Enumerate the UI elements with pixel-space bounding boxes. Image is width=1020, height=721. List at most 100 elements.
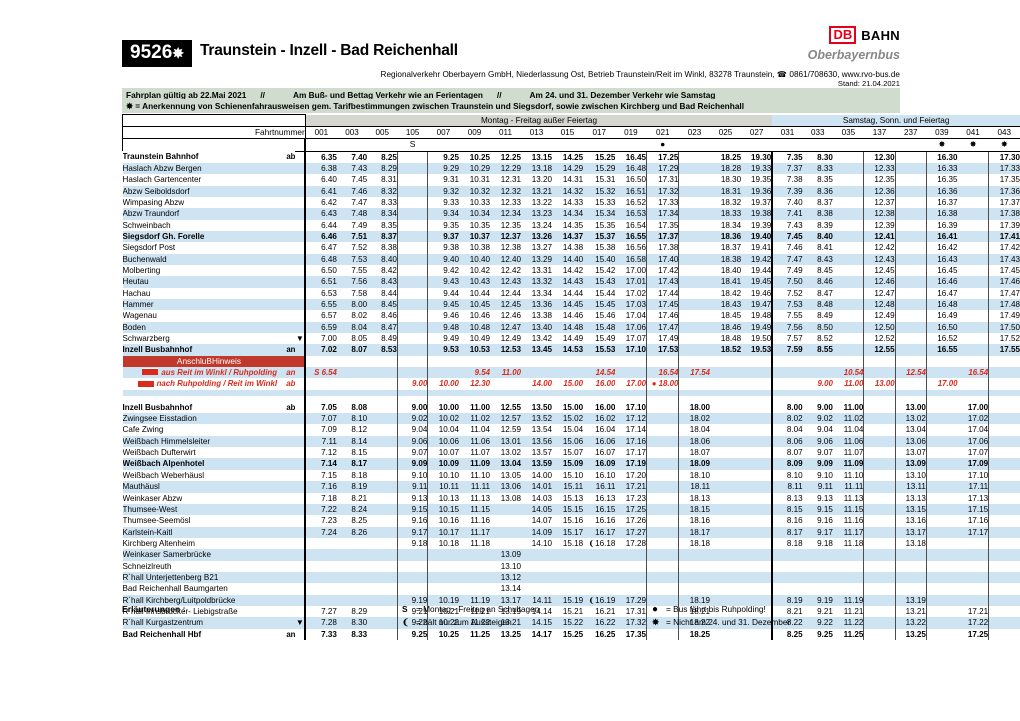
time-cell: 11.00 <box>458 401 490 414</box>
time-cell: 18.21 <box>678 605 711 618</box>
time-cell: 14.45 <box>552 299 584 311</box>
time-cell: 10.49 <box>458 333 490 345</box>
time-cell <box>741 447 773 459</box>
time-cell <box>925 560 958 572</box>
time-cell: 15.02 <box>552 413 584 425</box>
time-cell: 13.59 <box>521 458 553 470</box>
time-cell: 9.10 <box>396 469 428 482</box>
direction-arrow-icon <box>295 208 306 220</box>
time-cell <box>678 299 711 311</box>
time-cell: 12.36 <box>863 185 896 197</box>
time-cell <box>894 549 927 561</box>
time-cell: 17.42 <box>988 242 1020 254</box>
connection-time-cell: 9.00 <box>396 378 428 390</box>
time-cell <box>367 560 398 572</box>
time-cell: 13.21 <box>894 605 927 618</box>
time-cell: 16.49 <box>925 310 958 322</box>
time-cell: 10.38 <box>458 242 490 254</box>
time-cell <box>741 571 773 584</box>
time-cell: 14.35 <box>552 219 584 231</box>
time-cell: 6.42 <box>304 196 337 209</box>
time-cell: 13.00 <box>894 401 927 414</box>
time-cell <box>957 571 989 584</box>
time-cell: 13.23 <box>521 208 553 220</box>
time-cell: 14.42 <box>552 264 584 277</box>
direction-arrow-icon <box>295 230 306 243</box>
connection-time-cell <box>304 378 337 390</box>
time-cell: 12.37 <box>489 230 522 243</box>
time-cell <box>645 560 679 572</box>
time-cell <box>802 560 833 572</box>
time-cell <box>957 208 989 220</box>
time-cell: 7.49 <box>336 219 368 231</box>
time-cell <box>957 242 989 254</box>
train-icon <box>142 368 159 376</box>
time-cell <box>894 253 927 265</box>
time-cell: 8.39 <box>802 219 833 231</box>
connection-time-cell: 16.54 <box>957 367 989 379</box>
time-cell <box>832 549 864 561</box>
time-cell: 8.10 <box>336 413 368 425</box>
time-cell <box>710 447 742 459</box>
connection-time-cell: 10.54 <box>832 367 864 379</box>
time-cell: 9.15 <box>396 503 428 516</box>
time-cell: 14.10 <box>521 537 553 550</box>
time-cell: 7.52 <box>336 242 368 254</box>
stop-name: R´hall Kurgastzentrum <box>122 617 280 629</box>
time-cell <box>863 526 896 538</box>
time-cell: 18.33 <box>710 208 742 220</box>
time-cell: 17.37 <box>988 196 1020 209</box>
time-cell <box>925 571 958 584</box>
time-cell <box>645 447 679 459</box>
time-cell: 11.22 <box>458 617 490 629</box>
time-cell: 16.21 <box>583 605 616 618</box>
time-cell: 12.43 <box>489 276 522 288</box>
connection-time-cell <box>988 378 1020 390</box>
time-cell: 9.25 <box>427 151 459 163</box>
legend-symbol-1: ❨ <box>402 617 409 627</box>
time-cell: 19.35 <box>741 174 773 186</box>
time-cell <box>678 276 711 288</box>
time-cell: 10.00 <box>427 401 459 414</box>
time-cell: 12.33 <box>489 196 522 209</box>
table-row: Karlstein-Kaitl 7.24 8.26 9.17 10.17 11.17 14.… <box>122 526 1020 538</box>
time-cell <box>771 549 803 561</box>
time-cell: 18.31 <box>710 185 742 197</box>
time-cell: 14.03 <box>521 492 553 504</box>
connection-time-cell: 17.00 <box>925 378 958 390</box>
time-cell <box>863 571 896 584</box>
time-cell: 15.11 <box>552 481 584 493</box>
stop-name: Weißbach Weberhäusl <box>122 469 280 482</box>
time-cell <box>988 617 1020 629</box>
stop-arrdep-flag <box>279 196 296 209</box>
time-cell: 16.36 <box>925 185 958 197</box>
time-cell <box>925 481 958 493</box>
time-cell: 13.18 <box>521 162 553 175</box>
stop-name: Buchenwald <box>122 253 280 265</box>
time-cell: 9.38 <box>427 242 459 254</box>
time-cell <box>925 458 958 470</box>
legend-text-2: = Bus fährt bis Ruhpolding! <box>666 604 766 614</box>
stop-name: Abzw Traundorf <box>122 208 280 220</box>
direction-arrow-icon <box>295 628 306 640</box>
time-cell <box>894 344 927 356</box>
time-cell <box>396 287 428 299</box>
time-cell: 10.02 <box>427 413 459 425</box>
time-cell <box>894 583 927 595</box>
time-cell: 8.22 <box>771 617 803 629</box>
trip-number-035: 035 <box>832 125 864 140</box>
time-cell: 18.28 <box>710 162 742 175</box>
time-cell <box>863 549 896 561</box>
time-cell: 18.42 <box>710 287 742 299</box>
time-cell: 12.59 <box>489 424 522 436</box>
time-cell: 13.45 <box>521 344 553 356</box>
time-cell: 16.15 <box>583 503 616 516</box>
time-cell: 7.23 <box>304 515 337 527</box>
time-cell <box>367 526 398 538</box>
service-symbol-007 <box>427 138 459 152</box>
time-cell <box>957 549 989 561</box>
time-cell: 19.37 <box>741 196 773 209</box>
time-cell: 9.42 <box>427 264 459 277</box>
time-cell: 8.31 <box>367 174 398 186</box>
